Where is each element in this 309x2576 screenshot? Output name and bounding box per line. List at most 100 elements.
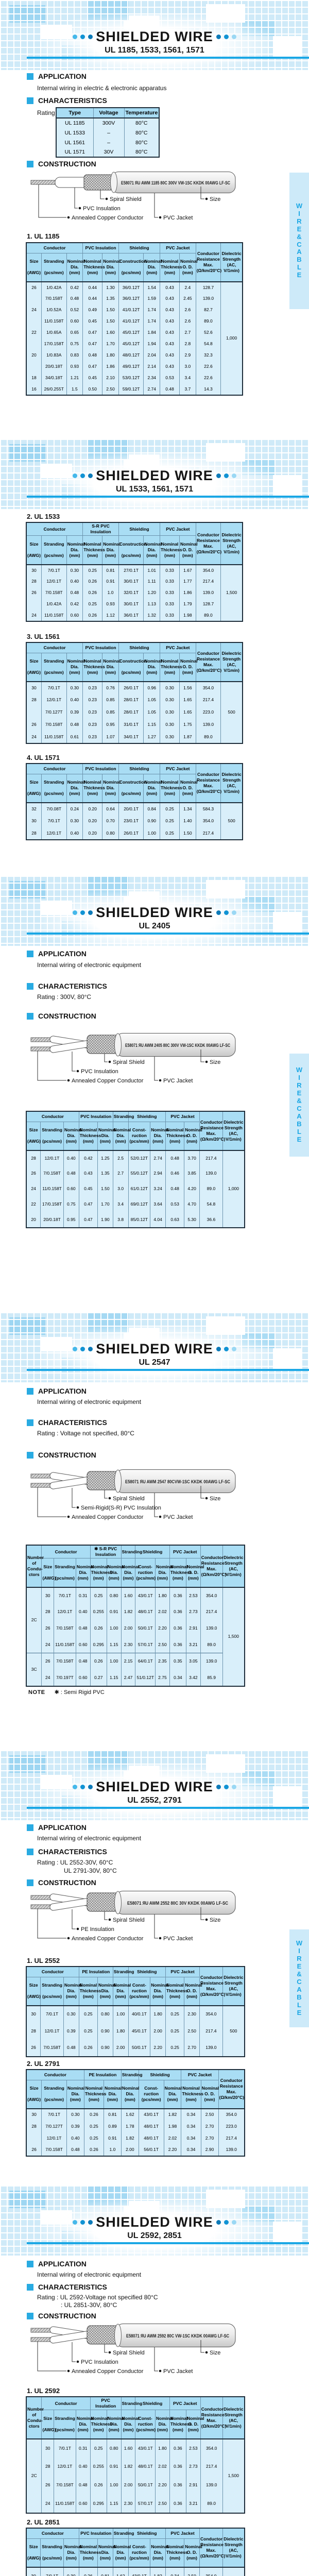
table-cell: 0.20 [82, 815, 103, 827]
table-cell: 48/0.1T [135, 2457, 156, 2476]
table-cell: 0.47 [82, 338, 103, 350]
table-cell: 0.48 [165, 1181, 185, 1197]
table-cell: 7/0.08T [41, 803, 67, 815]
table-cell: Construction (pcs/mm) [118, 252, 147, 282]
table-cell: 0.93 [102, 598, 119, 610]
table-cell: 48/0.1T [138, 2121, 164, 2132]
table-cell: 0.25 [82, 598, 103, 610]
table-cell: 2.10 [102, 372, 119, 384]
table-cell: Voltage [93, 107, 125, 118]
table-cell: 0.26 [90, 1620, 107, 1637]
label-spiral-shield: Spiral Shield [113, 1496, 145, 1502]
table-cell: 57/0.1T [135, 2494, 156, 2513]
table-cell: 28 [26, 2023, 41, 2040]
table-cell: 30/0.1T [118, 575, 144, 587]
table-cell: 0.25 [165, 2023, 185, 2040]
table-cell: 2.50 [184, 2567, 200, 2576]
table-cell: 85/0.12T [128, 1212, 151, 1228]
table-cell: 3C [26, 1653, 42, 1686]
table-cell: 2.50 [155, 1636, 170, 1653]
table-cell: 1.62 [112, 2567, 129, 2576]
table-cell: 2.00 [112, 2040, 129, 2057]
table-cell: Nominal Thickness (mm) [160, 652, 182, 682]
table-cell: 36/0.12T [118, 293, 144, 304]
label-insulation: PVC Insulation [81, 2359, 118, 2365]
table-cell: 0.81 [97, 2567, 113, 2576]
cable-print-text: E58071 ЯU AWM 1185 80C 300V VW-1SC KKDK … [121, 180, 230, 186]
table-cell: Shielding [118, 522, 161, 536]
table-cell: 0.31 [75, 1587, 91, 1604]
table-cell: 0.40 [63, 1150, 79, 1166]
table-cell: 0.44 [82, 293, 103, 304]
table-cell: 217.4 [195, 575, 221, 587]
table-cell: 1.50 [179, 827, 196, 840]
table-cell: 0.48 [66, 2144, 84, 2156]
label-conductor: Annealed Copper Conductor [72, 1514, 144, 1520]
table-cell: 0.43 [160, 316, 180, 327]
table-cell: 4.04 [150, 1212, 166, 1228]
section-bullet-icon [27, 2260, 33, 2267]
table-cell: PVC Jacket [165, 1966, 200, 1977]
table-cell: 2.70 [184, 2040, 200, 2057]
table-cell: 28 [26, 1150, 41, 1166]
ul1561-spec-table: Conductor PVC Insulation Shielding PVC Jack… [26, 642, 243, 744]
table-cell: 1.82 [150, 2567, 166, 2576]
table-cell: 69/0.12T [128, 1197, 151, 1212]
table-cell: Nominal Dia. (mm) [63, 1976, 81, 2006]
table-cell: 0.48 [165, 1150, 185, 1166]
table-cell: 4.70 [184, 1197, 200, 1212]
table-cell: Nominal Thickness (mm) [78, 1976, 101, 2006]
table-cell: 1.00 [106, 1620, 122, 1637]
table-cell: Stranding [112, 2528, 134, 2539]
table-cell: 30 [41, 2438, 55, 2458]
table-cell: Size (AWG) [26, 652, 42, 682]
page-title-row: SHIELDED WIRE [0, 468, 309, 484]
table-cell: 48/0.1T [138, 2132, 164, 2144]
table-cell: 1.13 [143, 598, 161, 610]
table-cell: 0.91 [103, 2132, 122, 2144]
section-bullet-icon [27, 1879, 33, 1886]
cable-print-text: E58071 ЯU AWM 2547 80CVW-1SC KKDK 00AWG … [125, 1479, 230, 1485]
cable-diagram-ul2592: E58071 ЯU AWM 2592 80C VW-1SC KKDK 00AWG… [30, 2324, 236, 2375]
table-cell: Nominal Dia. (mm) [66, 652, 84, 682]
diagram-bullets [67, 1918, 208, 1940]
table-cell: Shielding [128, 1966, 166, 1977]
table-cell: 0.23 [82, 706, 103, 719]
table-cell: 0.26 [82, 587, 103, 599]
table-cell: 3.70 [184, 1150, 200, 1166]
table-cell: 2.73 [185, 1603, 201, 1620]
table-cell: 0.255 [90, 1603, 107, 1620]
table-cell: 0.52 [66, 304, 83, 316]
table-cell: Stranding (pcs/mm) [41, 652, 67, 682]
table-cell: Nominal Dia. (mm) [121, 2079, 139, 2109]
table-cell: PVC Insulation [82, 763, 119, 774]
table-cell: 2.50 [155, 2494, 170, 2513]
table-cell: Nominal Dia. (mm) [66, 252, 84, 282]
table-cell: 14.3 [195, 384, 221, 395]
table-cell: 1.80 [112, 2023, 129, 2040]
table-cell: 0.26 [83, 2144, 104, 2156]
table-cell: PVC Jacket [165, 1111, 200, 1122]
table-cell: 45/0.1T [128, 2023, 151, 2040]
table-cell: Nominal Dia. (mm) [143, 252, 162, 282]
table-cell: 1.62 [121, 2109, 139, 2121]
table-cell: 0.33 [160, 598, 180, 610]
table-cell: 0.30 [160, 731, 180, 743]
table-cell: 28 [41, 2457, 55, 2476]
table-cell: 1.60 [102, 327, 119, 338]
table-cell: PVC Jacket [160, 642, 196, 653]
table-cell: Nominal Dia. (mm) [63, 2538, 81, 2568]
table-cell: 7/0.1T [40, 2567, 64, 2576]
table-cell: 0.76 [102, 682, 119, 694]
table-cell: Nominal Thickness (mm) [82, 773, 105, 803]
table-cell: 0.48 [66, 587, 83, 599]
page-title: SHIELDED WIRE [96, 468, 213, 483]
page-title-row: SHIELDED WIRE [0, 29, 309, 45]
table-cell: 24 [41, 2494, 55, 2513]
rating-text-line1: Rating : UL 2552-30V, 60°C [37, 1859, 113, 1866]
table-cell: 0.80 [106, 1587, 122, 1604]
ul2405-spec-table: Conductor PVC Insulation Stranding Shieldin… [26, 1111, 245, 1228]
label-insulation: PVC Insulation [81, 1069, 118, 1075]
table-cell: 0.20 [82, 803, 103, 815]
table-cell: 1.15 [143, 719, 161, 731]
